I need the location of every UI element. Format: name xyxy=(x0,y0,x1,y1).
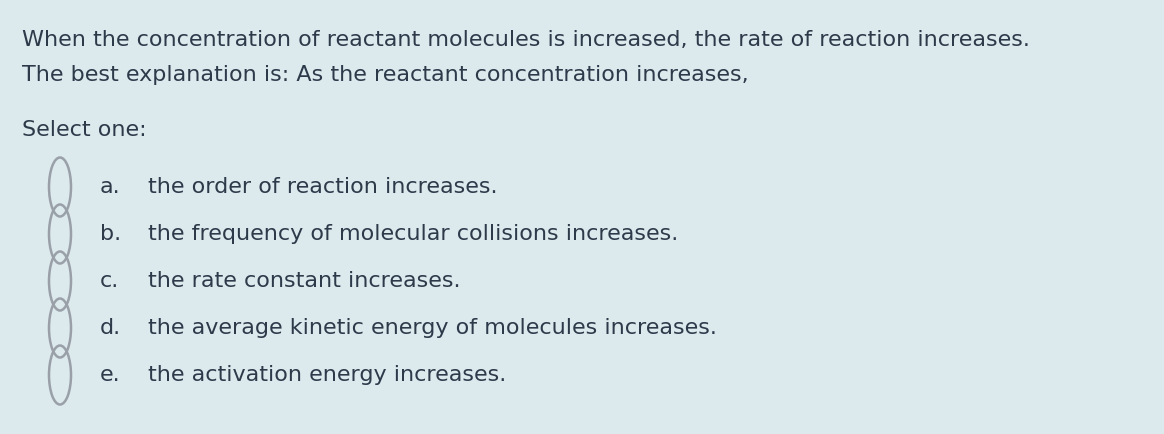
Text: the frequency of molecular collisions increases.: the frequency of molecular collisions in… xyxy=(148,224,679,244)
Text: d.: d. xyxy=(100,318,121,338)
Text: the activation energy increases.: the activation energy increases. xyxy=(148,365,506,385)
Text: b.: b. xyxy=(100,224,121,244)
Text: Select one:: Select one: xyxy=(22,120,147,140)
Text: the order of reaction increases.: the order of reaction increases. xyxy=(148,177,497,197)
Text: the rate constant increases.: the rate constant increases. xyxy=(148,271,461,291)
Text: The best explanation is: As the reactant concentration increases,: The best explanation is: As the reactant… xyxy=(22,65,748,85)
Text: the average kinetic energy of molecules increases.: the average kinetic energy of molecules … xyxy=(148,318,717,338)
Text: c.: c. xyxy=(100,271,119,291)
Text: a.: a. xyxy=(100,177,121,197)
Text: e.: e. xyxy=(100,365,121,385)
Text: When the concentration of reactant molecules is increased, the rate of reaction : When the concentration of reactant molec… xyxy=(22,30,1030,50)
